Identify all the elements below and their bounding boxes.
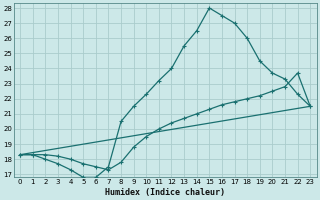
X-axis label: Humidex (Indice chaleur): Humidex (Indice chaleur): [105, 188, 225, 197]
